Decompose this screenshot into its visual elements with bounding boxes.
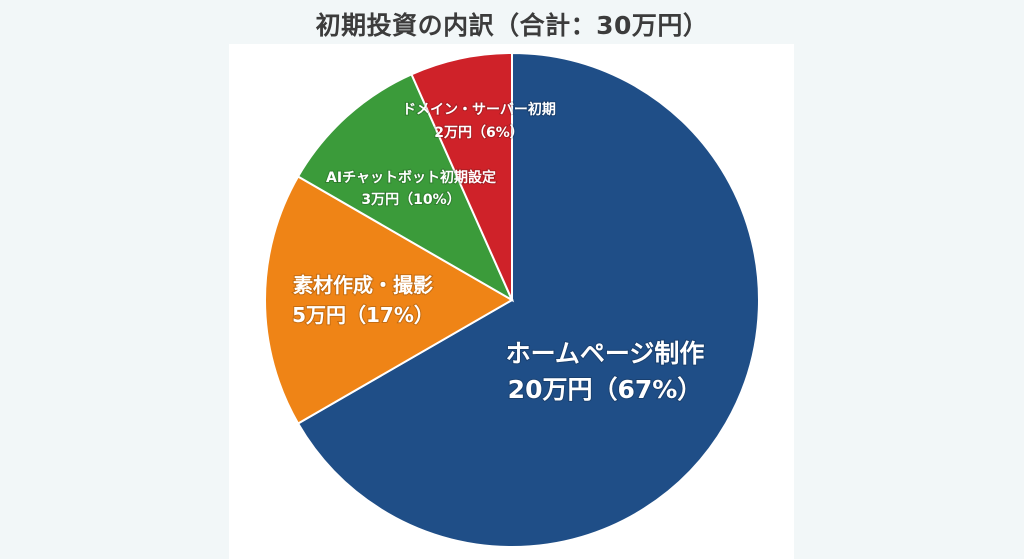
pie-slices: [264, 51, 760, 548]
slice-label-homepage: ホームページ制作 20万円（67%）: [505, 338, 706, 405]
slice-value: 2万円（6%）: [434, 125, 524, 141]
pie-slice-0: [296, 51, 760, 548]
pie-slice-3: [410, 51, 513, 301]
slice-value: 3万円（10%）: [361, 192, 460, 208]
slice-label-materials: 素材作成・撮影 5万円（17%）: [291, 272, 435, 328]
slice-label-ai-chatbot: AIチャットボット初期設定 3万円（10%）: [325, 168, 497, 209]
pie-slice-2: [296, 73, 515, 303]
slice-value: 20万円（67%）: [508, 375, 703, 404]
slice-value: 5万円（17%）: [292, 303, 434, 327]
chart-title: 初期投資の内訳（合計：30万円）: [315, 11, 709, 40]
slice-name: ドメイン・サーバー初期: [402, 101, 556, 118]
slice-name: 素材作成・撮影: [293, 273, 433, 297]
slice-label-domain-server: ドメイン・サーバー初期 2万円（6%）: [401, 100, 557, 142]
slice-name: ホームページ制作: [506, 339, 705, 368]
pie-slice-1: [264, 175, 514, 425]
slice-name: AIチャットボット初期設定: [326, 169, 496, 186]
